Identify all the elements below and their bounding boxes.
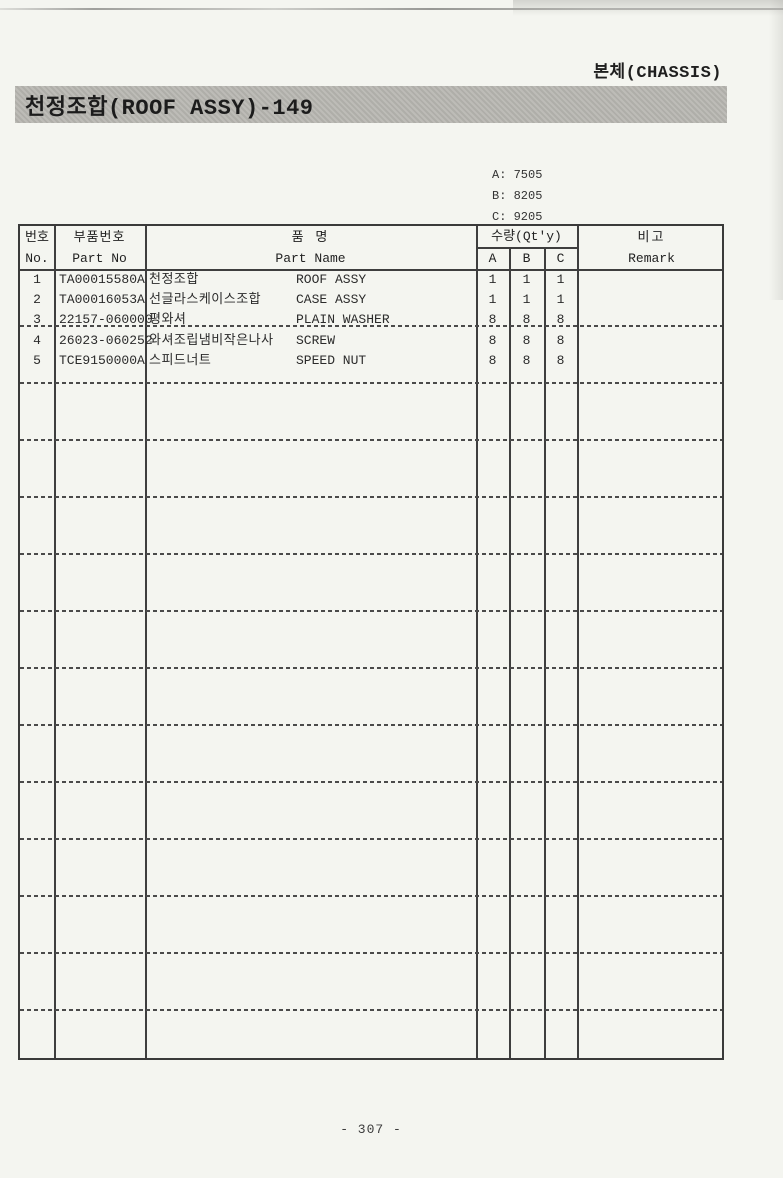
- row-name-kr: 선글라스케이스조합: [149, 292, 262, 307]
- row-qty-b: 8: [522, 333, 531, 348]
- dashed-row-rule: [20, 439, 722, 441]
- row-qty-b: 1: [522, 292, 531, 307]
- row-qty-a: 8: [488, 312, 497, 327]
- qty-header-divider: [476, 247, 577, 249]
- column-divider: [577, 226, 579, 1058]
- header-bottom-rule: [20, 269, 722, 271]
- row-name-kr: 와셔조립냄비작은나사: [149, 333, 274, 348]
- row-name-kr: 평와셔: [149, 312, 187, 327]
- column-divider: [54, 226, 56, 1058]
- column-divider: [544, 247, 546, 1058]
- table-row: 4 26023-060252 와셔조립냄비작은나사 SCREW 8 8 8: [20, 331, 722, 351]
- dashed-row-rule: [20, 1009, 722, 1011]
- header-name-kr: 품 명: [291, 230, 330, 245]
- row-name-en: PLAIN WASHER: [296, 312, 390, 327]
- section-label: 본체(CHASSIS): [593, 64, 722, 83]
- row-remark: [582, 270, 722, 290]
- row-qty-b: 1: [522, 272, 531, 287]
- dashed-row-rule: [20, 781, 722, 783]
- row-remark: [582, 331, 722, 351]
- header-qty-b: B: [522, 251, 531, 266]
- legend-line-b: B: 8205: [492, 189, 543, 203]
- dashed-row-rule: [20, 610, 722, 612]
- dashed-row-rule: [20, 325, 722, 327]
- header-qty: 수량(Qt'y): [491, 229, 562, 244]
- table-row: 1 TA00015580A 천정조합 ROOF ASSY 1 1 1: [20, 270, 722, 290]
- dashed-row-rule: [20, 553, 722, 555]
- scan-artifact-wash: [513, 0, 783, 16]
- row-name-en: SPEED NUT: [296, 353, 367, 368]
- row-no: 4: [33, 333, 41, 348]
- header-remark-en: Remark: [628, 251, 675, 266]
- row-qty-c: 1: [556, 292, 565, 307]
- header-partno-en: Part No: [72, 251, 127, 266]
- row-qty-a: 8: [488, 333, 497, 348]
- header-no-kr: 번호: [25, 230, 49, 245]
- row-part-no: 26023-060252: [59, 333, 153, 348]
- row-remark: [582, 290, 722, 310]
- scan-artifact-band: [769, 0, 783, 300]
- table-row: 3 22157-060000 평와셔 PLAIN WASHER 8 8 8: [20, 310, 722, 330]
- header-qty-a: A: [488, 251, 497, 266]
- row-qty-b: 8: [522, 312, 531, 327]
- row-no: 1: [33, 272, 41, 287]
- row-qty-c: 8: [556, 353, 565, 368]
- row-name-kr: 천정조합: [149, 272, 199, 287]
- row-qty-a: 1: [488, 272, 497, 287]
- legend-line-a: A: 7505: [492, 168, 543, 182]
- legend-line-c: C: 9205: [492, 210, 543, 224]
- dashed-row-rule: [20, 382, 722, 384]
- row-part-no: TCE9150000A: [59, 353, 145, 368]
- row-qty-a: 8: [488, 353, 497, 368]
- row-part-no: TA00016053A: [59, 292, 145, 307]
- header-no-en: No.: [25, 251, 49, 266]
- dashed-row-rule: [20, 895, 722, 897]
- row-part-no: 22157-060000: [59, 312, 153, 327]
- table-row: 2 TA00016053A 선글라스케이스조합 CASE ASSY 1 1 1: [20, 290, 722, 310]
- row-part-no: TA00015580A: [59, 272, 145, 287]
- row-name-en: CASE ASSY: [296, 292, 367, 307]
- row-qty-a: 1: [488, 292, 497, 307]
- column-divider: [145, 226, 147, 1058]
- dashed-row-rule: [20, 667, 722, 669]
- row-qty-c: 8: [556, 312, 565, 327]
- header-name-en: Part Name: [275, 251, 346, 266]
- parts-table: 번호 No. 부품번호 Part No 품 명 Part Name 수량(Qt'…: [18, 224, 724, 1060]
- row-qty-c: 8: [556, 333, 565, 348]
- column-divider: [476, 226, 478, 1058]
- row-qty-b: 8: [522, 353, 531, 368]
- dashed-row-rule: [20, 838, 722, 840]
- row-no: 5: [33, 353, 41, 368]
- row-name-en: ROOF ASSY: [296, 272, 367, 287]
- column-divider: [509, 247, 511, 1058]
- table-row: 5 TCE9150000A 스피드너트 SPEED NUT 8 8 8: [20, 351, 722, 371]
- dashed-row-rule: [20, 952, 722, 954]
- title-bar: 천정조합(ROOF ASSY)-149: [15, 86, 727, 123]
- header-remark-kr: 비고: [637, 230, 666, 245]
- page-number: - 307 -: [340, 1122, 402, 1137]
- model-code-legend: A: 7505 B: 8205 C: 9205: [492, 165, 542, 228]
- dashed-row-rule: [20, 724, 722, 726]
- row-name-kr: 스피드너트: [149, 353, 212, 368]
- dashed-row-rule: [20, 496, 722, 498]
- row-qty-c: 1: [556, 272, 565, 287]
- row-no: 3: [33, 312, 41, 327]
- row-no: 2: [33, 292, 41, 307]
- row-remark: [582, 351, 722, 371]
- row-name-en: SCREW: [296, 333, 336, 348]
- page-title: 천정조합(ROOF ASSY)-149: [25, 95, 314, 121]
- scan-artifact-line: [0, 8, 783, 10]
- header-qty-c: C: [556, 251, 565, 266]
- row-remark: [582, 310, 722, 330]
- header-partno-kr: 부품번호: [73, 230, 126, 245]
